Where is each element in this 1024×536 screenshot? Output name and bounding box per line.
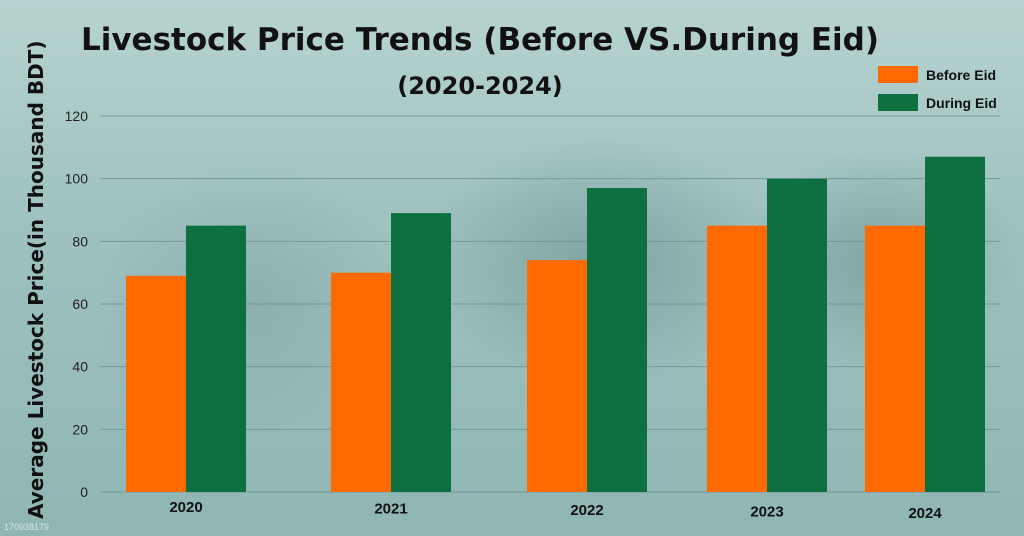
watermark: 170938179 [4, 522, 50, 532]
bar-before-eid [865, 225, 925, 492]
legend: Before Eid During Eid [878, 66, 997, 122]
y-tick-label: 120 [65, 108, 89, 124]
bar-during-eid [587, 188, 647, 493]
x-tick-label: 2020 [169, 499, 202, 516]
chart-subtitle: (2020-2024) [397, 72, 563, 100]
bar-before-eid [331, 272, 391, 492]
legend-swatch-before [878, 66, 918, 83]
legend-label-before: Before Eid [926, 66, 997, 83]
bar-during-eid [186, 225, 246, 492]
x-tick-label: 2023 [750, 504, 783, 521]
y-tick-label: 40 [72, 359, 88, 375]
legend-label-during: During Eid [926, 94, 997, 111]
bar-during-eid [391, 213, 451, 492]
legend-item-during: During Eid [878, 94, 997, 111]
bar-during-eid [767, 178, 827, 492]
bar-during-eid [925, 156, 985, 492]
chart-title: Livestock Price Trends (Before VS.During… [80, 22, 880, 58]
legend-item-before: Before Eid [878, 66, 997, 83]
bar-before-eid [707, 225, 767, 492]
legend-swatch-during [878, 94, 918, 111]
bar-before-eid [126, 275, 186, 492]
y-tick-label: 20 [72, 421, 88, 437]
y-tick-label: 60 [72, 296, 88, 312]
y-tick-label: 0 [80, 484, 88, 500]
bar-before-eid [527, 260, 587, 492]
x-tick-label: 2022 [570, 502, 603, 519]
y-tick-label: 100 [65, 171, 89, 187]
x-tick-label: 2021 [374, 501, 407, 518]
y-tick-label: 80 [72, 233, 88, 249]
x-tick-label: 2024 [908, 505, 942, 522]
